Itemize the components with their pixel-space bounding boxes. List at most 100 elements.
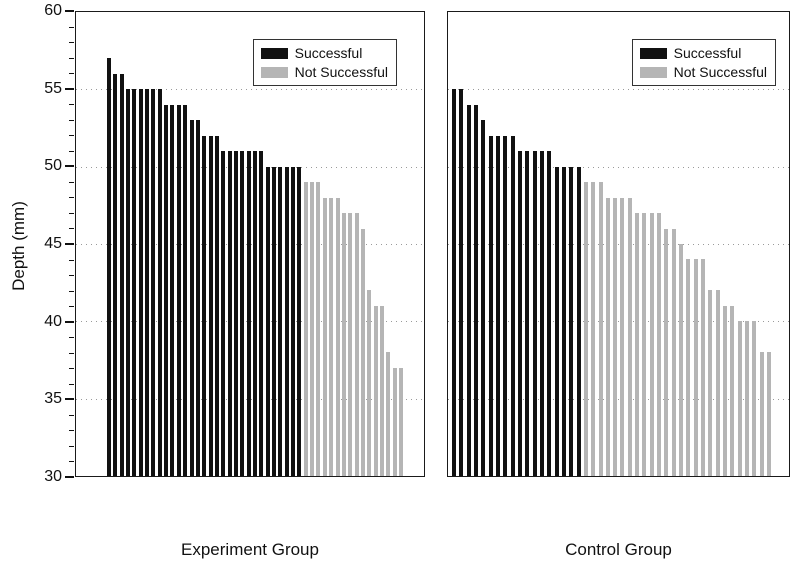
bar-not-successful xyxy=(737,321,742,476)
y-minor-tick xyxy=(69,290,74,292)
bar-successful xyxy=(481,120,486,476)
y-minor-tick xyxy=(69,259,74,261)
bar-not-successful xyxy=(379,305,384,476)
y-major-tick xyxy=(65,320,74,323)
legend-row-successful: Successful xyxy=(260,45,388,61)
bar-not-successful xyxy=(335,197,340,476)
bar-successful xyxy=(532,151,537,476)
bar-not-successful xyxy=(657,213,662,476)
bar-successful xyxy=(183,104,188,476)
bar-not-successful xyxy=(360,228,365,476)
bar-successful xyxy=(119,73,124,476)
bar-not-successful xyxy=(348,213,353,476)
bar-not-successful xyxy=(715,290,720,476)
bar-successful xyxy=(539,151,544,476)
gridline-45 xyxy=(448,244,789,245)
successful-swatch xyxy=(639,47,667,59)
successful-swatch xyxy=(260,47,288,59)
bar-not-successful xyxy=(664,228,669,476)
bar-successful xyxy=(576,166,581,476)
bar-successful xyxy=(170,104,175,476)
bar-successful xyxy=(202,135,207,476)
y-minor-tick xyxy=(69,42,74,44)
bar-successful xyxy=(265,166,270,476)
bar-successful xyxy=(495,135,500,476)
y-minor-tick xyxy=(69,104,74,106)
legend-label-successful: Successful xyxy=(673,45,742,61)
bar-successful xyxy=(189,120,194,476)
bar-not-successful xyxy=(341,213,346,476)
bar-successful xyxy=(297,166,302,476)
bar-successful xyxy=(246,151,251,476)
bar-successful xyxy=(176,104,181,476)
y-minor-tick xyxy=(69,228,74,230)
legend-row-not-successful: Not Successful xyxy=(639,64,767,80)
bar-not-successful xyxy=(708,290,713,476)
bar-not-successful xyxy=(583,182,588,476)
bar-successful xyxy=(569,166,574,476)
y-minor-tick xyxy=(69,26,74,28)
bar-successful xyxy=(214,135,219,476)
y-tick-label: 40 xyxy=(44,312,62,330)
y-minor-tick xyxy=(69,337,74,339)
y-major-tick xyxy=(65,398,74,401)
y-tick-label: 60 xyxy=(44,2,62,19)
bar-not-successful xyxy=(671,228,676,476)
y-minor-tick xyxy=(69,181,74,183)
bar-successful xyxy=(452,89,456,476)
legend: Successful Not Successful xyxy=(631,39,776,86)
control-group-panel: Successful Not Successful xyxy=(447,11,790,477)
legend-row-not-successful: Not Successful xyxy=(260,64,388,80)
gridline-55 xyxy=(448,89,789,91)
bar-not-successful xyxy=(591,182,596,476)
bar-successful xyxy=(132,89,137,476)
y-tick-label: 35 xyxy=(44,390,62,408)
bar-successful xyxy=(466,104,471,476)
bar-not-successful xyxy=(303,182,308,476)
bar-successful xyxy=(233,151,238,476)
bar-successful xyxy=(221,151,226,476)
y-minor-tick xyxy=(69,197,74,199)
bar-successful xyxy=(227,151,232,476)
legend: Successful Not Successful xyxy=(252,39,397,86)
y-minor-tick xyxy=(69,119,74,121)
bar-successful xyxy=(554,166,559,476)
legend-label-not-successful: Not Successful xyxy=(294,64,388,80)
bar-successful xyxy=(278,166,283,476)
y-major-tick xyxy=(65,165,74,168)
bar-not-successful xyxy=(386,352,391,476)
y-tick-label: 50 xyxy=(44,157,62,175)
y-minor-tick xyxy=(69,414,74,416)
y-minor-tick xyxy=(69,73,74,75)
bar-successful xyxy=(284,166,289,476)
bar-not-successful xyxy=(367,290,372,476)
y-tick-label: 30 xyxy=(44,468,62,485)
y-tick-label: 45 xyxy=(44,235,62,252)
y-minor-tick xyxy=(69,430,74,432)
y-minor-tick xyxy=(69,212,74,214)
bar-not-successful xyxy=(730,305,735,476)
bar-not-successful xyxy=(649,213,654,476)
bar-successful xyxy=(503,135,508,476)
legend-label-not-successful: Not Successful xyxy=(673,64,767,80)
y-minor-tick xyxy=(69,275,74,277)
bar-successful xyxy=(525,151,530,476)
bar-not-successful xyxy=(613,197,618,476)
bar-successful xyxy=(240,151,245,476)
bar-not-successful xyxy=(627,197,632,476)
bar-successful xyxy=(157,89,162,476)
experiment-group-axis-label: Experiment Group xyxy=(181,540,319,559)
y-major-tick xyxy=(65,243,74,245)
bar-not-successful xyxy=(329,197,334,476)
bar-successful xyxy=(547,151,552,476)
bar-successful xyxy=(259,151,264,476)
bar-successful xyxy=(208,135,213,476)
legend-label-successful: Successful xyxy=(294,45,363,61)
bar-not-successful xyxy=(642,213,647,476)
not-successful-swatch xyxy=(639,66,667,78)
y-major-tick xyxy=(65,476,74,478)
bar-not-successful xyxy=(598,182,603,476)
y-tick-label: 55 xyxy=(44,79,62,97)
gridline-40 xyxy=(448,321,789,323)
bar-successful xyxy=(272,166,277,476)
